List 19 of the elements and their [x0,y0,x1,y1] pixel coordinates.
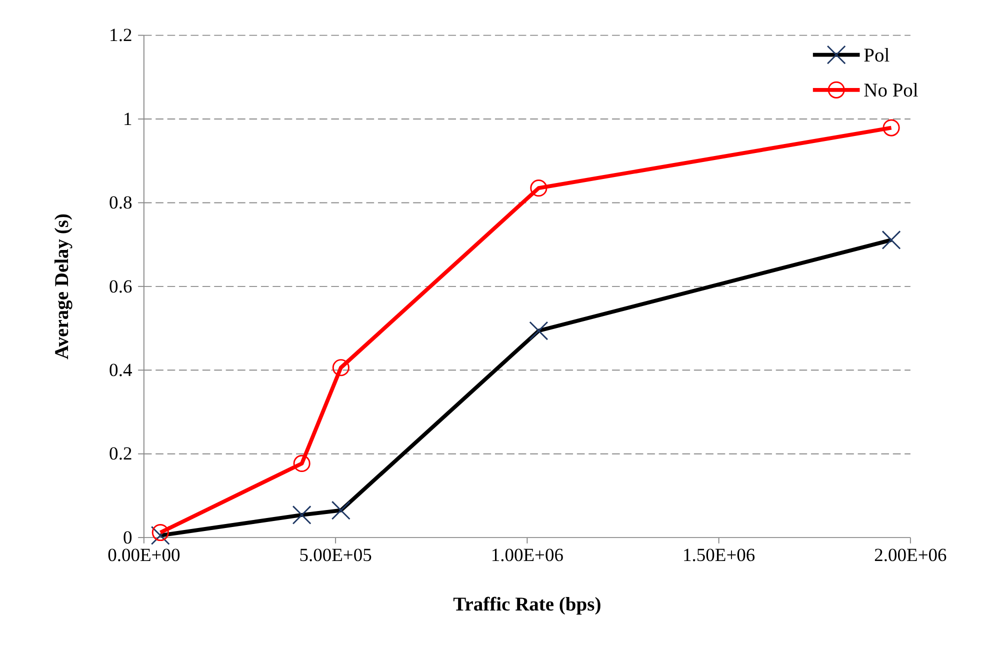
y-tick-label: 0.2 [109,444,132,465]
y-tick-label: 1 [122,108,132,130]
x-tick-label: 5.00E+05 [299,544,372,566]
legend-label: No Pol [864,80,919,102]
x-tick-label: 1.50E+06 [682,544,756,566]
point [882,119,900,136]
y-axis-title: Average Delay (s) [52,214,73,360]
x-tick-label: 2.00E+06 [874,544,947,566]
point [332,359,350,376]
y-tick-label: 1.2 [109,25,132,46]
y-tick-label: 0.8 [109,192,132,214]
legend-label: Pol [864,46,890,67]
point [152,524,169,542]
x-tick-label: 1.00E+06 [490,544,564,566]
y-tick-label: 0.4 [109,360,132,381]
y-tick-label: 0.6 [109,276,132,298]
x-axis-title: Traffic Rate (bps) [453,594,602,616]
point [293,454,310,472]
point [530,180,548,197]
